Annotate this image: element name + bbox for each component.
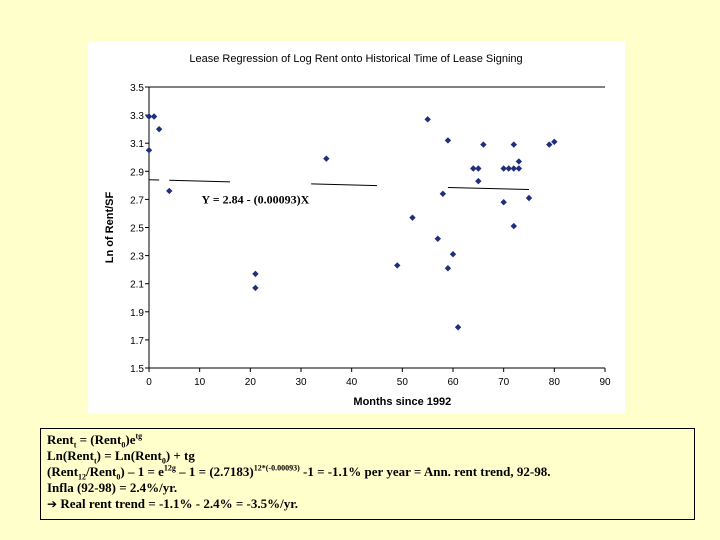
note-subscript: 0 bbox=[116, 472, 121, 482]
data-point bbox=[510, 222, 517, 230]
chart-panel: Lease Regression of Log Rent onto Histor… bbox=[88, 41, 625, 414]
data-point bbox=[444, 137, 452, 144]
data-point bbox=[515, 165, 523, 172]
x-tick-label: 60 bbox=[447, 377, 459, 388]
x-tick-label: 90 bbox=[599, 377, 611, 388]
data-point bbox=[449, 250, 457, 258]
data-point bbox=[252, 284, 259, 292]
data-point bbox=[166, 187, 173, 195]
scatter-chart: Lease Regression of Log Rent onto Histor… bbox=[104, 53, 611, 408]
chart-title: Lease Regression of Log Rent onto Histor… bbox=[189, 53, 522, 65]
y-tick-label: 1.5 bbox=[130, 364, 144, 375]
data-point bbox=[480, 141, 487, 148]
data-point bbox=[409, 214, 416, 221]
note-subscript: t bbox=[73, 440, 77, 450]
note-text: ) = Ln(Rent bbox=[96, 448, 162, 463]
y-tick-label: 2.5 bbox=[130, 224, 144, 235]
note-text: (Rent bbox=[47, 464, 79, 479]
y-tick-label: 2.3 bbox=[130, 252, 144, 263]
notes-box: Rentt = (Rent0)etg Ln(Rentt) = Ln(Rent0)… bbox=[40, 428, 695, 520]
note-superscript: 12*(-0.00093) bbox=[253, 463, 300, 473]
data-point bbox=[500, 165, 507, 172]
note-line-5: ➔ Real rent trend = -1.1% - 2.4% = -3.5%… bbox=[47, 496, 688, 512]
y-axis-label: Ln of Rent/SF bbox=[104, 191, 116, 263]
data-point bbox=[424, 116, 431, 123]
data-point bbox=[475, 165, 482, 172]
note-text: ) + tg bbox=[165, 448, 195, 463]
data-point bbox=[439, 190, 447, 197]
data-point bbox=[434, 235, 441, 242]
data-point bbox=[394, 262, 401, 269]
data-point bbox=[505, 165, 512, 172]
data-point bbox=[454, 324, 462, 331]
note-text: Ln(Rent bbox=[47, 448, 94, 463]
x-tick-label: 10 bbox=[194, 377, 206, 388]
data-point bbox=[470, 165, 477, 172]
y-tick-label: 1.9 bbox=[130, 308, 144, 319]
note-subscript: 0 bbox=[161, 456, 166, 466]
x-tick-label: 0 bbox=[146, 377, 152, 388]
note-text: – 1 = (2.7183) bbox=[175, 464, 254, 479]
y-tick-label: 3.3 bbox=[130, 111, 144, 122]
y-tick-label: 2.9 bbox=[130, 167, 144, 178]
x-axis-label: Months since 1992 bbox=[353, 396, 451, 408]
data-point bbox=[444, 265, 452, 272]
y-tick-label: 2.1 bbox=[130, 280, 144, 291]
y-tick-label: 3.5 bbox=[130, 83, 144, 94]
data-point bbox=[551, 138, 558, 145]
x-tick-label: 20 bbox=[245, 377, 257, 388]
note-subscript: 0 bbox=[121, 440, 126, 450]
x-tick-label: 40 bbox=[346, 377, 358, 388]
data-point bbox=[475, 177, 482, 185]
note-text: Real rent trend = -1.1% - 2.4% = -3.5%/y… bbox=[57, 496, 299, 511]
trend-line-segment bbox=[169, 179, 231, 183]
data-point bbox=[155, 125, 163, 133]
note-text: ) – 1 = e bbox=[120, 464, 164, 479]
x-tick-label: 70 bbox=[498, 377, 510, 388]
data-point bbox=[546, 141, 553, 148]
note-line-1: Rentt = (Rent0)etg bbox=[47, 431, 688, 450]
note-superscript: 12g bbox=[163, 463, 176, 473]
right-arrow-icon: ➔ bbox=[47, 497, 58, 511]
note-line-3: (Rent12/Rent0) – 1 = e12g – 1 = (2.7183)… bbox=[47, 463, 688, 482]
note-superscript: tg bbox=[135, 431, 143, 441]
data-point bbox=[525, 194, 533, 202]
x-tick-label: 30 bbox=[295, 377, 307, 388]
data-point bbox=[510, 141, 517, 148]
note-subscript: 12 bbox=[78, 472, 87, 482]
y-tick-label: 2.7 bbox=[130, 195, 144, 206]
data-point bbox=[252, 270, 259, 278]
note-line-2: Ln(Rentt) = Ln(Rent0) + tg bbox=[47, 448, 688, 466]
data-point bbox=[515, 158, 523, 165]
y-tick-label: 3.1 bbox=[130, 139, 144, 150]
note-text: -1 = -1.1% per year = Ann. rent trend, 9… bbox=[299, 464, 551, 479]
x-tick-label: 80 bbox=[549, 377, 561, 388]
data-point bbox=[145, 147, 153, 154]
trend-equation-label: Y = 2.84 - (0.00093)X bbox=[202, 192, 310, 206]
trend-line-segment bbox=[311, 183, 378, 187]
note-text: )e bbox=[125, 432, 136, 447]
y-tick-label: 1.7 bbox=[130, 336, 144, 347]
x-tick-label: 50 bbox=[397, 377, 409, 388]
note-text: Rent bbox=[47, 432, 74, 447]
note-text: /Rent bbox=[86, 464, 117, 479]
trend-line-segment bbox=[447, 186, 530, 191]
data-point bbox=[150, 113, 158, 120]
note-text: = (Rent bbox=[76, 432, 122, 447]
data-point bbox=[500, 199, 507, 206]
note-line-4: Infla (92-98) = 2.4%/yr. bbox=[47, 480, 178, 495]
note-subscript: t bbox=[93, 456, 97, 466]
data-point bbox=[323, 155, 330, 162]
